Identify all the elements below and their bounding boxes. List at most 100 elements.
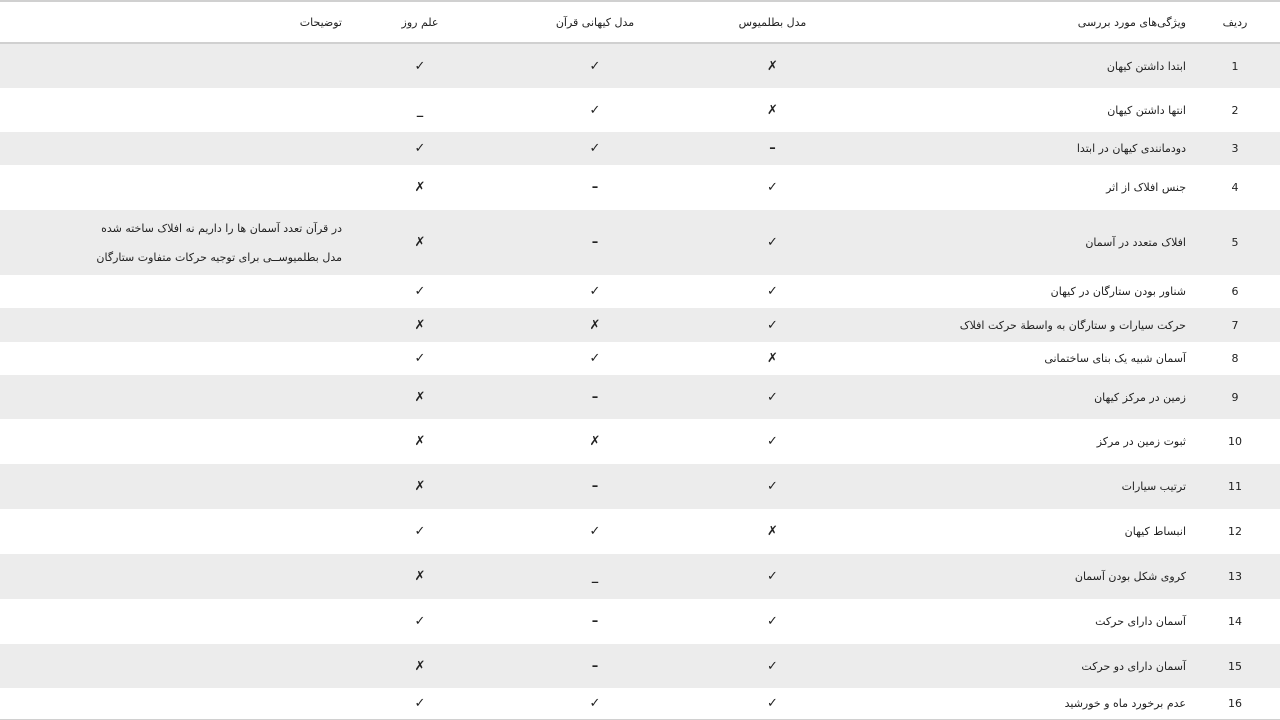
science-cross-icon: ✗ — [350, 464, 490, 509]
feature-cell: ترتیب سیارات — [845, 464, 1190, 509]
science-cross-icon: ✗ — [350, 644, 490, 688]
row-number: 12 — [1228, 525, 1242, 538]
row-number: 5 — [1190, 210, 1280, 275]
header-ptolemy: مدل بطلمیوس — [700, 1, 845, 44]
science-check-icon: ✓ — [414, 351, 426, 366]
science-cross-icon: ✗ — [414, 434, 426, 449]
notes-cell — [0, 644, 350, 688]
row-number: 6 — [1231, 285, 1239, 298]
ptolemy-cross-icon: ✗ — [767, 351, 778, 366]
science-cross-icon: ✗ — [414, 180, 426, 195]
notes-cell — [0, 43, 350, 88]
header-science: علم روز — [350, 1, 490, 44]
notes-cell — [0, 165, 350, 210]
quran-check-icon: ✓ — [589, 284, 601, 299]
header-row-number: ردیف — [1190, 1, 1280, 44]
table-row: 12 انبساط کیهان ✗ ✓ ✓ — [0, 509, 1280, 554]
science-cross-icon: ✗ — [350, 308, 490, 342]
header-feature: ویژگی‌های مورد بررسی — [845, 1, 1190, 44]
ptolemy-check-icon: ✓ — [700, 464, 845, 509]
row-number: 10 — [1228, 435, 1242, 448]
quran-dash-icon: – — [490, 464, 700, 509]
notes-cell: در قرآن تعدد آسمان ها را داریم نه افلاک … — [0, 210, 350, 275]
quran-cross-icon: ✗ — [490, 308, 700, 342]
row-number: 7 — [1190, 308, 1280, 342]
feature-cell: کروی شکل بودن آسمان — [845, 554, 1190, 599]
ptolemy-cross-icon: ✗ — [767, 524, 778, 539]
table-row: 5 افلاک متعدد در آسمان ✓ – ✗ در قرآن تعدد آسم… — [0, 210, 1280, 275]
notes-cell — [0, 688, 350, 720]
notes-cell — [0, 275, 350, 308]
quran-check-icon: ✓ — [589, 102, 601, 118]
row-number: 13 — [1190, 554, 1280, 599]
quran-dash-icon: – — [490, 375, 700, 419]
notes-cell — [0, 342, 350, 375]
feature-cell: جنس افلاک از اثر — [1106, 181, 1186, 194]
row-number: 4 — [1231, 181, 1239, 194]
table-row: 14 آسمان دارای حرکت ✓ – ✓ — [0, 599, 1280, 644]
feature-cell: انبساط کیهان — [1124, 525, 1186, 538]
table-row: 9 زمین در مرکز کیهان ✓ – ✗ — [0, 375, 1280, 419]
row-number: 9 — [1190, 375, 1280, 419]
notes-cell — [0, 375, 350, 419]
table-row: 3 دودمانندی کیهان در ابتدا – ✓ ✓ — [0, 132, 1280, 165]
quran-dash-icon: – — [490, 210, 700, 275]
feature-cell: افلاک متعدد در آسمان — [845, 210, 1190, 275]
science-dash-icon: _ — [416, 102, 424, 118]
notes-cell — [0, 419, 350, 464]
table-row: 4 جنس افلاک از اثر ✓ – ✗ — [0, 165, 1280, 210]
feature-cell: ابتدا داشتن کیهان — [845, 43, 1190, 88]
row-number: 1 — [1190, 43, 1280, 88]
science-check-icon: ✓ — [414, 696, 426, 711]
quran-cross-icon: ✗ — [589, 434, 601, 449]
note-line: در قرآن تعدد آسمان ها را داریم نه افلاک … — [101, 221, 342, 235]
science-check-icon: ✓ — [350, 43, 490, 88]
ptolemy-check-icon: ✓ — [767, 696, 778, 711]
feature-cell: انتها داشتن کیهان — [1107, 103, 1186, 117]
feature-cell: حرکت سیارات و ستارگان به واسطة حرکت افلا… — [845, 308, 1190, 342]
table-row: 2 انتها داشتن کیهان ✗ ✓ _ — [0, 88, 1280, 132]
row-number: 14 — [1228, 615, 1242, 628]
science-check-icon: ✓ — [350, 132, 490, 165]
quran-check-icon: ✓ — [490, 43, 700, 88]
feature-cell: شناور بودن ستارگان در کیهان — [1050, 285, 1186, 298]
table-row: 16 عدم برخورد ماه و خورشید ✓ ✓ ✓ — [0, 688, 1280, 720]
ptolemy-check-icon: ✓ — [767, 434, 778, 449]
row-number: 16 — [1228, 697, 1242, 710]
quran-dash-icon: – — [591, 614, 599, 629]
ptolemy-check-icon: ✓ — [767, 180, 778, 195]
row-number: 15 — [1190, 644, 1280, 688]
note-line: مدل بطلمیوســی برای توجیه حرکات متفاوت س… — [96, 250, 342, 264]
quran-check-icon: ✓ — [589, 696, 601, 711]
table-row: 11 ترتیب سیارات ✓ – ✗ — [0, 464, 1280, 509]
ptolemy-check-icon: ✓ — [767, 284, 778, 299]
row-number: 2 — [1231, 103, 1239, 117]
ptolemy-check-icon: ✓ — [700, 210, 845, 275]
table-row: 13 کروی شکل بودن آسمان ✓ _ ✗ — [0, 554, 1280, 599]
ptolemy-check-icon: ✓ — [767, 614, 778, 629]
notes-cell — [0, 509, 350, 554]
table-row: 10 ثبوت زمین در مرکز ✓ ✗ ✗ — [0, 419, 1280, 464]
notes-cell — [0, 132, 350, 165]
notes-cell — [0, 599, 350, 644]
header-notes: توضیحات — [0, 1, 350, 44]
science-cross-icon: ✗ — [350, 210, 490, 275]
ptolemy-dash-icon: – — [700, 132, 845, 165]
notes-cell — [0, 308, 350, 342]
notes-cell — [0, 464, 350, 509]
science-cross-icon: ✗ — [350, 554, 490, 599]
science-cross-icon: ✗ — [350, 375, 490, 419]
quran-dash-icon: _ — [490, 554, 700, 599]
science-check-icon: ✓ — [414, 284, 426, 299]
ptolemy-check-icon: ✓ — [700, 554, 845, 599]
ptolemy-cross-icon: ✗ — [767, 102, 778, 118]
ptolemy-check-icon: ✓ — [700, 308, 845, 342]
ptolemy-check-icon: ✓ — [700, 375, 845, 419]
science-check-icon: ✓ — [414, 524, 426, 539]
feature-cell: زمین در مرکز کیهان — [845, 375, 1190, 419]
quran-check-icon: ✓ — [490, 132, 700, 165]
notes-cell — [0, 554, 350, 599]
quran-dash-icon: – — [490, 644, 700, 688]
notes-cell — [0, 88, 350, 132]
